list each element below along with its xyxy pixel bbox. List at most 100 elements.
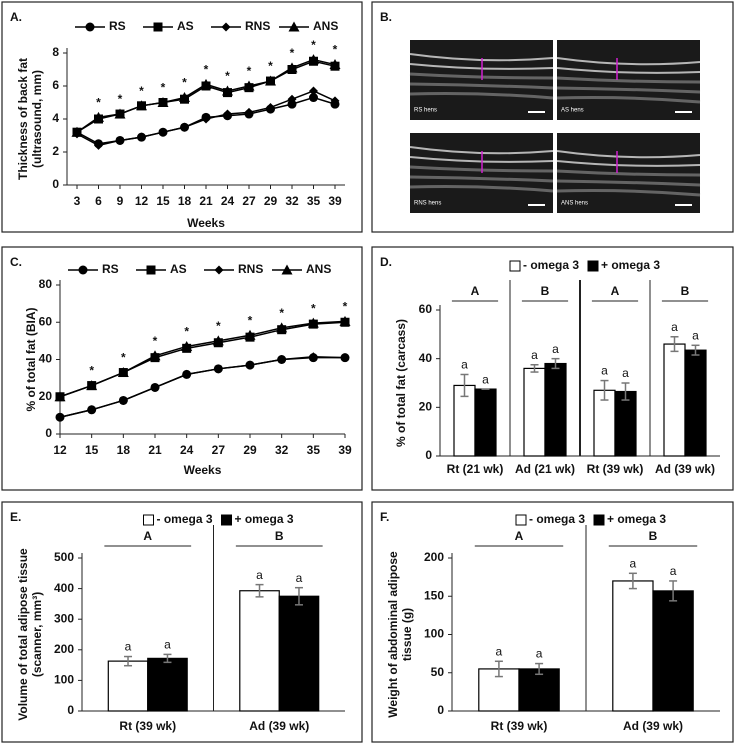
tissue-layer [556,189,701,197]
x-tick-label: 32 [285,194,299,208]
marker [137,132,146,142]
panel-label: D. [380,255,392,269]
y-axis-title-line: % of total fat (BIA) [24,308,38,412]
significance-letter: a [296,571,303,585]
marker [150,382,160,392]
significance-mark: * [184,325,189,339]
y-axis-title-line: Weight of abdominal adipose [386,551,400,718]
x-tick-label: 39 [338,443,352,457]
x-tick-label: 24 [221,194,235,208]
marker [85,22,95,32]
legend-label: RNS [245,19,270,33]
tissue-layer [556,76,701,84]
panel-label: B. [380,10,392,24]
marker [115,135,125,145]
x-tick-label: 27 [242,194,256,208]
legend-swatch [509,260,521,272]
marker [287,94,297,104]
y-axis-title: Volume of total adipose tissue(scanner, … [16,548,44,721]
legend-swatch [515,514,527,526]
panel-frame [371,246,734,491]
marker [277,355,287,364]
legend-swatch [221,514,232,526]
y-tick-label: 40 [39,352,53,366]
significance-letter: a [536,647,543,661]
marker [243,80,255,91]
x-tick-label: 15 [156,194,170,208]
significance-letter: a [461,358,468,372]
y-axis-title-line: Volume of total adipose tissue [16,548,30,721]
legend-label: + omega 3 [607,512,666,526]
panel-frame [1,246,363,491]
group-label: B [681,284,690,298]
group-label: A [143,529,152,543]
marker [281,264,293,275]
bar [663,343,686,457]
significance-letter: a [671,320,678,334]
y-axis-title: % of total fat (BIA) [24,308,38,412]
x-tick-label: 35 [307,443,321,457]
group-label: A [515,529,524,543]
bar [474,388,497,457]
x-tick-label: Ad (21 wk) [515,462,575,476]
y-axis-title-line: tissue (g) [400,608,414,661]
significance-mark: * [182,76,187,90]
y-tick-label: 8 [52,45,59,59]
marker [55,412,65,422]
series-line [59,355,346,418]
significance-letter: a [496,644,503,658]
legend-swatch [143,514,154,526]
marker [87,405,97,415]
significance-letter: a [531,348,538,362]
marker [308,352,318,362]
series-line [59,321,346,398]
tissue-layer [556,67,701,74]
bar [684,349,707,457]
y-tick-label: 20 [39,389,53,403]
significance-mark: * [225,69,230,83]
y-axis-title: Weight of abdominal adiposetissue (g) [386,551,414,718]
x-tick-label: Rt (21 wk) [447,462,504,476]
marker [201,114,211,124]
x-axis-title: Weeks [187,216,225,230]
marker [153,22,163,32]
y-axis-title-line: (scanner, mm³) [30,592,44,677]
y-tick-label: 0 [437,703,444,717]
bar [544,362,567,457]
significance-letter: a [552,342,559,356]
x-tick-label: 29 [243,443,257,457]
marker [213,364,223,374]
legend-label: RNS [238,262,263,276]
significance-letter: a [692,328,699,342]
x-tick-label: 12 [53,443,67,457]
marker [114,108,126,119]
y-tick-label: 400 [54,581,74,595]
marker [94,140,103,150]
legend-label: AS [177,19,194,33]
marker [214,265,224,275]
series-line [59,356,345,418]
marker [179,92,190,103]
bar [612,580,654,712]
marker [307,317,319,328]
tissue-layer [556,150,701,159]
significance-mark: * [279,306,284,320]
bar [278,595,320,712]
marker [54,391,66,402]
y-tick-label: 200 [54,642,74,656]
marker [149,350,161,361]
significance-mark: * [153,334,158,348]
y-axis-title-line: % of total fat (carcass) [394,319,408,447]
series-line [59,320,346,398]
significance-mark: * [290,46,295,60]
marker [118,395,128,405]
bar [518,668,560,712]
significance-mark: * [311,38,316,52]
marker [288,21,300,32]
legend-label: AS [170,262,187,276]
panel-frame [1,1,363,233]
marker [340,353,350,363]
y-tick-label: 60 [419,302,433,316]
